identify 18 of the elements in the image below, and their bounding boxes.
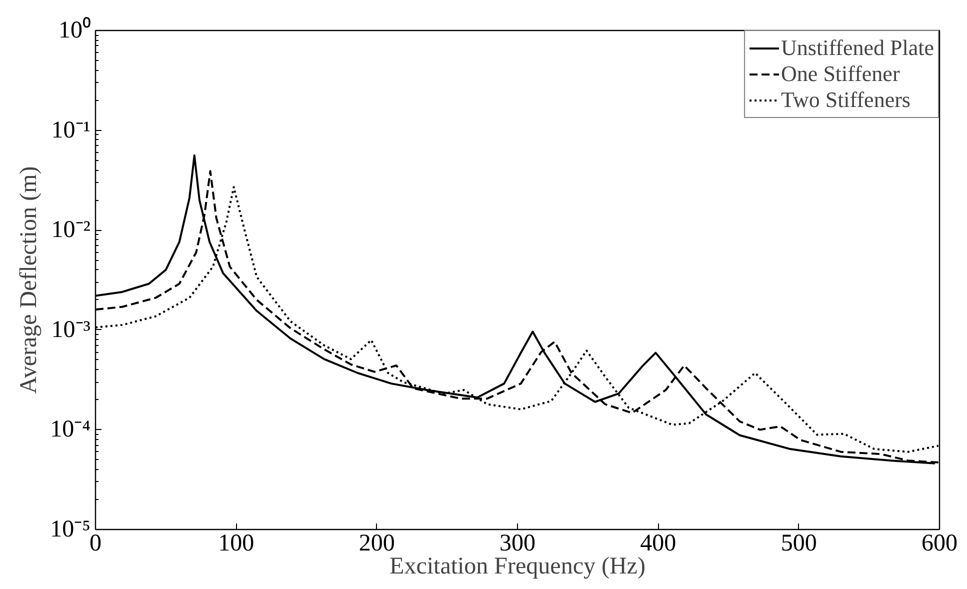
legend-label: Two Stiffeners [781,87,910,113]
y-tick-label: 10⁻⁵ [50,516,91,542]
y-tick-label: 10⁻³ [51,316,91,343]
x-tick-label: 200 [358,530,395,556]
legend-label: Unstiffened Plate [781,35,934,61]
x-tick-label: 600 [922,530,958,556]
x-tick-label: 500 [780,530,817,556]
y-tick-label: 10⁻² [51,217,91,244]
legend-label: One Stiffener [781,61,900,87]
y-tick-label: 10⁰ [58,16,90,44]
x-tick-label: 300 [500,530,536,556]
x-tick-label: 0 [90,530,102,556]
x-tick-label: 400 [640,530,676,556]
x-tick-label: 100 [218,530,254,556]
x-axis-title: Excitation Frequency (Hz) [390,554,646,580]
y-tick-label: 10⁻¹ [51,117,91,144]
y-tick-label: 10⁻⁴ [50,416,91,443]
y-axis-title: Average Deflection (m) [16,166,42,394]
